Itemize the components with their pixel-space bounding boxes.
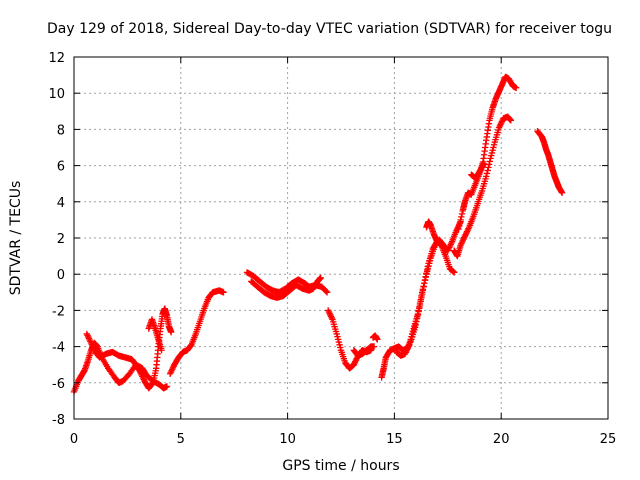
data-point bbox=[416, 303, 423, 310]
data-point bbox=[421, 277, 429, 284]
data-point bbox=[370, 343, 378, 350]
y-tick-label: 6 bbox=[57, 160, 65, 175]
data-point bbox=[220, 289, 227, 296]
data-points bbox=[70, 73, 566, 396]
data-point bbox=[485, 164, 492, 171]
data-point bbox=[167, 328, 175, 336]
data-point bbox=[415, 307, 422, 314]
x-tick-label: 20 bbox=[493, 432, 510, 447]
y-tick-label: 10 bbox=[48, 87, 65, 102]
data-point bbox=[163, 383, 171, 390]
series-sat-i bbox=[369, 332, 381, 343]
y-tick-label: -4 bbox=[52, 341, 65, 356]
y-tick-label: 12 bbox=[48, 51, 65, 66]
series-sat-l bbox=[423, 218, 441, 245]
data-point bbox=[417, 296, 424, 303]
data-point bbox=[480, 160, 488, 167]
x-tick-label: 15 bbox=[386, 432, 403, 447]
series-sat-c bbox=[145, 316, 165, 354]
series-sat-p bbox=[534, 128, 566, 196]
y-tick-label: -2 bbox=[52, 304, 65, 319]
axis-ticks: -8 -6 -4 -2 0 2 4 6 8 10 12 0 5 10 15 20 25 bbox=[48, 51, 616, 447]
series-sat-a bbox=[70, 339, 171, 396]
data-point bbox=[456, 219, 464, 227]
series-sat-g bbox=[324, 307, 375, 372]
x-tick-label: 10 bbox=[279, 432, 296, 447]
data-point bbox=[458, 210, 466, 218]
data-point bbox=[418, 292, 425, 300]
y-tick-label: 2 bbox=[57, 232, 65, 247]
data-point bbox=[421, 280, 428, 287]
data-point bbox=[512, 84, 520, 91]
data-point bbox=[317, 274, 324, 282]
data-point bbox=[323, 288, 330, 295]
data-point bbox=[323, 289, 331, 296]
x-tick-label: 5 bbox=[177, 432, 185, 447]
data-point bbox=[414, 310, 422, 318]
data-point bbox=[158, 347, 165, 354]
series-sat-b bbox=[83, 305, 175, 392]
data-point bbox=[422, 274, 429, 281]
data-point bbox=[420, 283, 427, 290]
series-sat-e bbox=[243, 269, 331, 296]
series-sat-n bbox=[455, 73, 520, 233]
y-axis-title: SDTVAR / TECUs bbox=[8, 181, 24, 296]
data-point bbox=[433, 238, 441, 245]
data-point bbox=[416, 299, 424, 307]
series-sat-f bbox=[248, 274, 324, 301]
data-point bbox=[451, 269, 458, 276]
y-tick-label: -6 bbox=[52, 377, 65, 392]
data-point bbox=[507, 117, 515, 124]
data-point bbox=[149, 380, 156, 387]
data-point bbox=[455, 222, 463, 230]
x-tick-label: 25 bbox=[600, 432, 617, 447]
series-sat-k bbox=[393, 218, 464, 359]
chart-title: Day 129 of 2018, Sidereal Day-to-day VTE… bbox=[47, 21, 612, 37]
data-point bbox=[419, 286, 427, 293]
data-point bbox=[483, 170, 491, 177]
series-sat-j bbox=[378, 238, 458, 381]
data-point bbox=[484, 167, 491, 174]
data-point bbox=[458, 213, 465, 221]
series-sat-d bbox=[166, 287, 227, 377]
y-tick-label: -8 bbox=[52, 413, 65, 428]
y-tick-label: 8 bbox=[57, 123, 65, 138]
data-point bbox=[486, 158, 494, 165]
series-sat-h bbox=[350, 343, 378, 359]
data-point bbox=[558, 189, 566, 196]
y-tick-label: 4 bbox=[57, 196, 65, 211]
data-point bbox=[457, 216, 464, 224]
series-sat-o bbox=[468, 160, 488, 182]
x-tick-label: 0 bbox=[70, 432, 78, 447]
series-sat-m bbox=[451, 113, 515, 260]
x-axis-title: GPS time / hours bbox=[282, 458, 399, 474]
data-point bbox=[480, 161, 487, 169]
data-point bbox=[418, 289, 426, 296]
grid bbox=[74, 57, 608, 419]
data-point bbox=[483, 173, 490, 180]
data-point bbox=[374, 336, 381, 343]
y-tick-label: 0 bbox=[57, 268, 65, 283]
data-point bbox=[455, 225, 462, 233]
